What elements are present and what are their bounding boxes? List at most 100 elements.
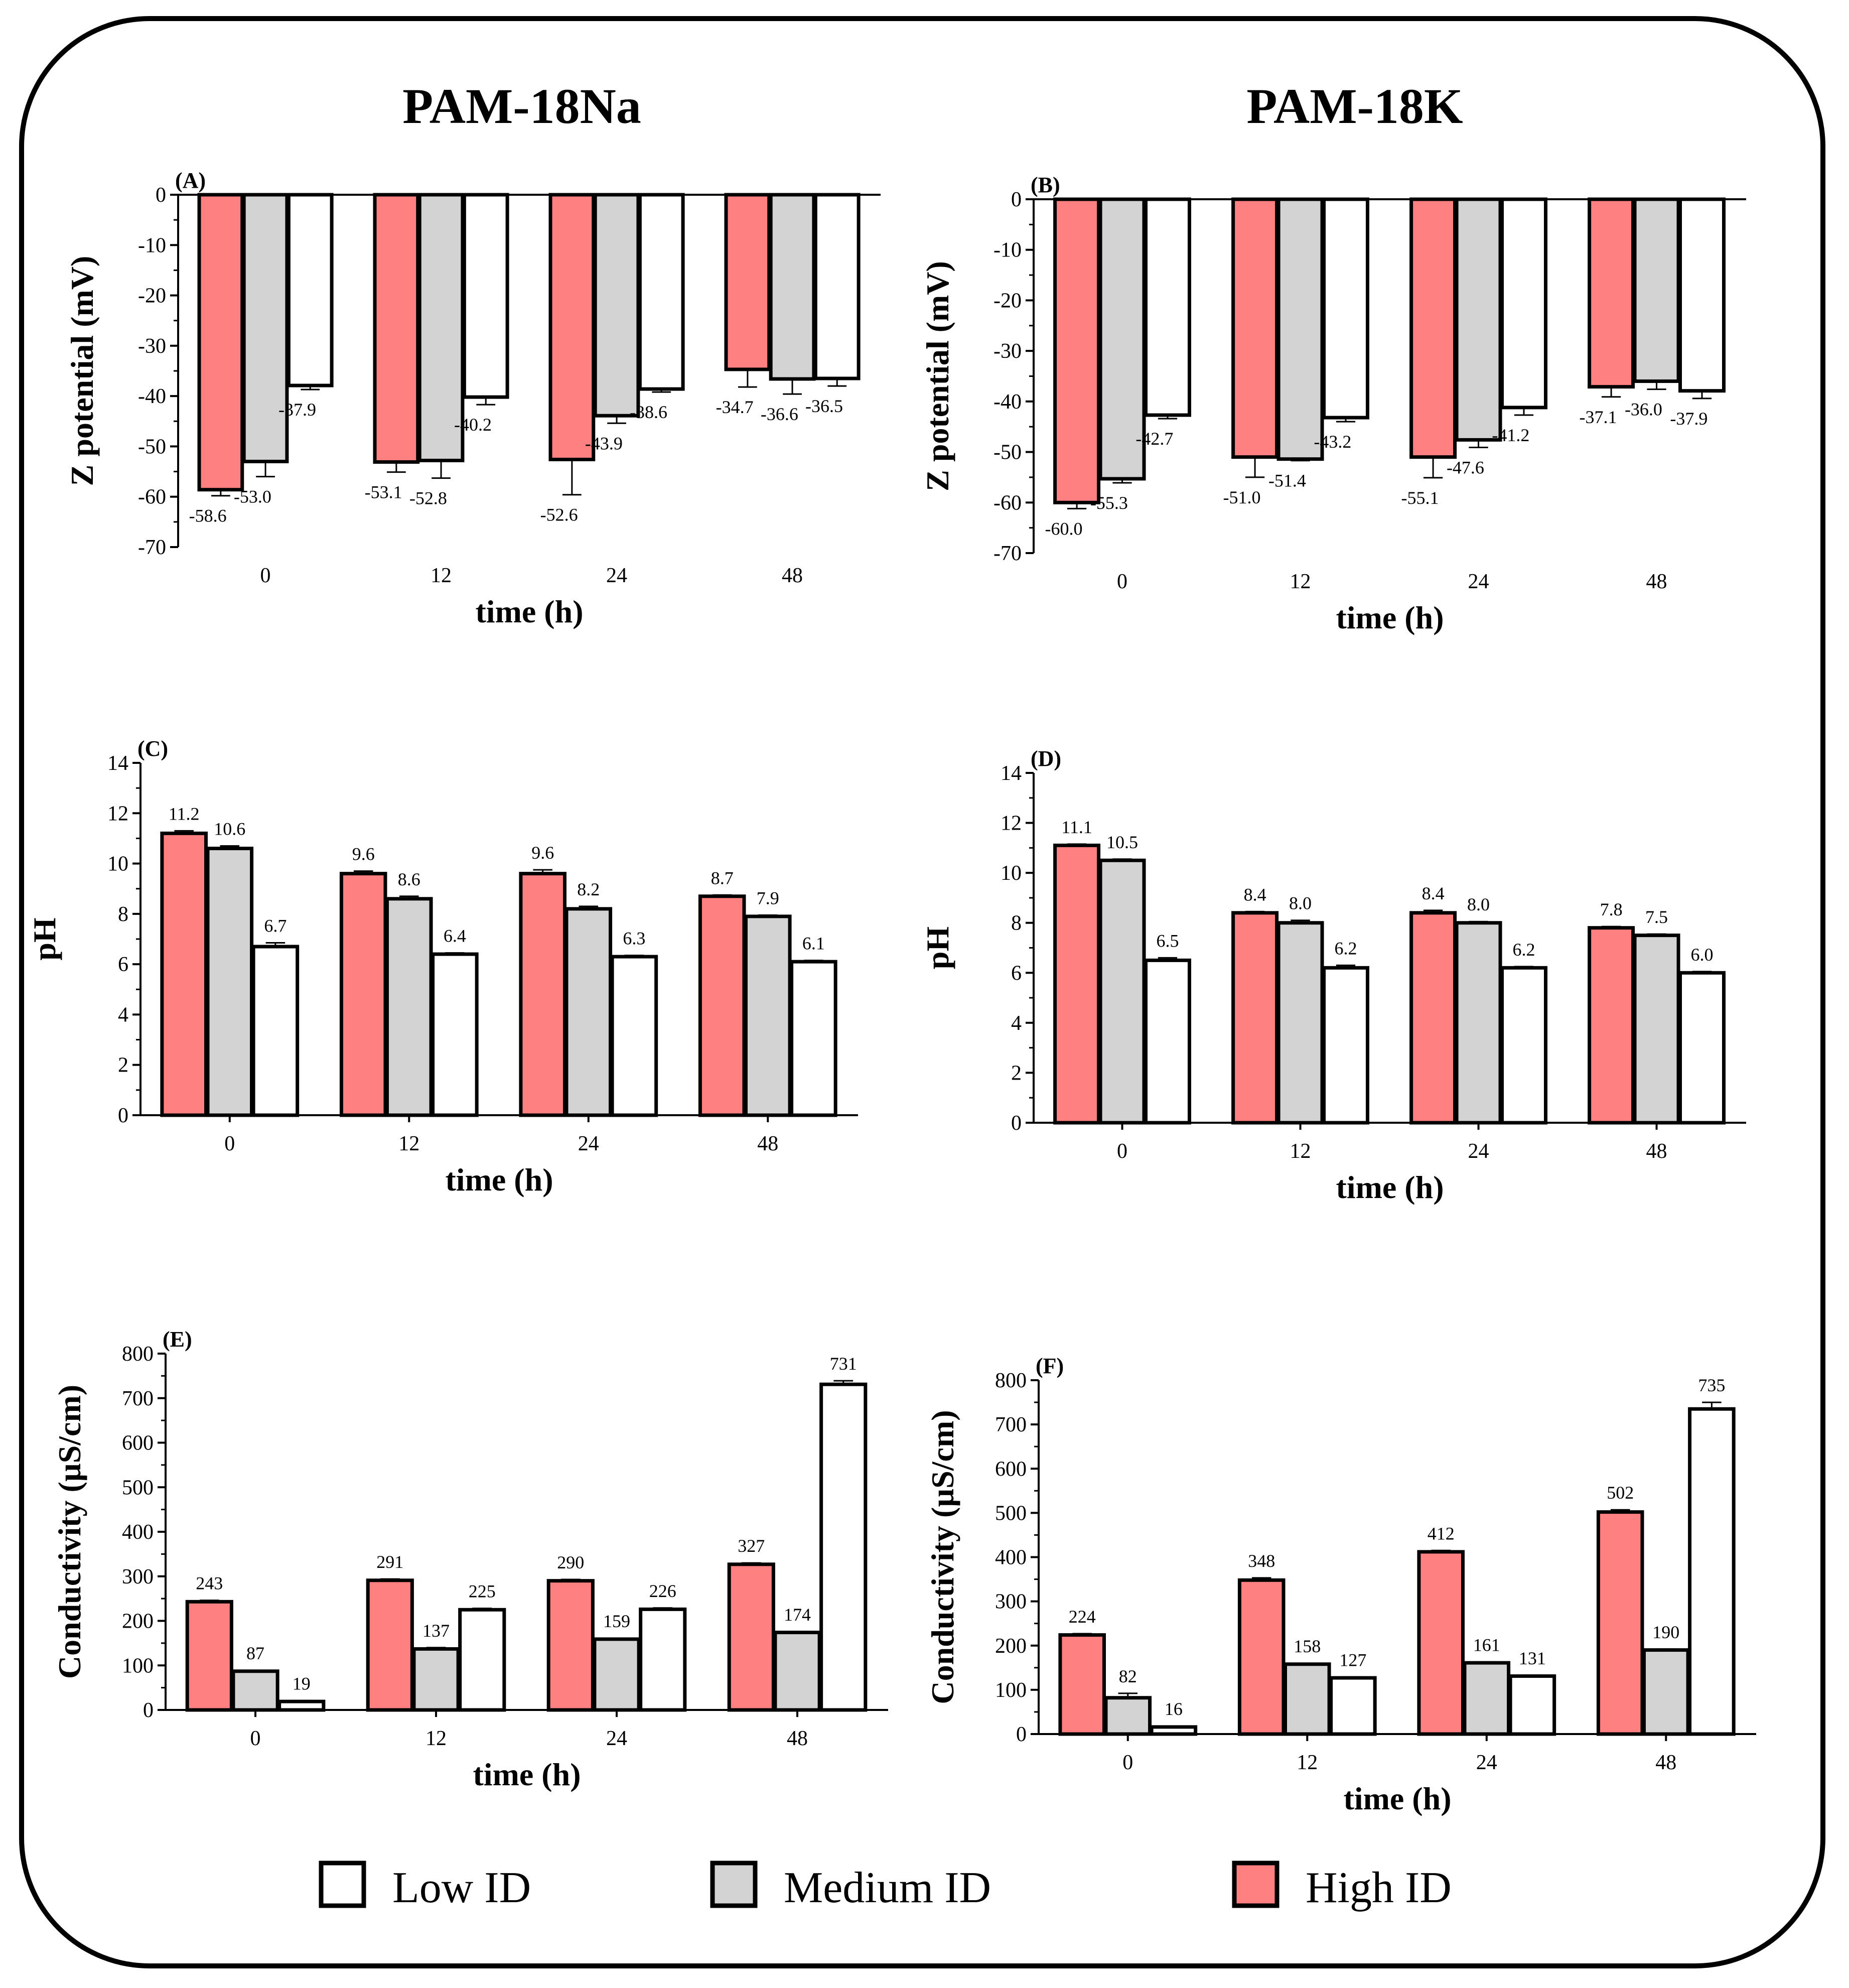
data-label-medium: 190 (1652, 1622, 1679, 1642)
x-tick-label: 0 (224, 1132, 235, 1155)
bar-high-24h (1417, 1550, 1465, 1736)
bar-low-12h (1322, 197, 1369, 420)
bar-low-12h (462, 193, 509, 399)
panel-label: (A) (175, 168, 206, 193)
bar-high-12h (339, 872, 387, 1117)
bar-high-48h (1588, 926, 1635, 1125)
y-tick-label: 500 (995, 1502, 1027, 1525)
bar-low-0h (1144, 958, 1191, 1125)
bar-medium-24h (593, 193, 640, 418)
bar-low-48h (813, 193, 861, 380)
y-tick-label: 0 (1016, 1723, 1027, 1746)
bar-low-0h (251, 945, 300, 1117)
x-axis-title: time (h) (475, 594, 583, 629)
y-tick-label: 500 (122, 1476, 154, 1499)
y-tick-label: 400 (995, 1546, 1027, 1569)
data-label-low: 6.3 (623, 929, 645, 949)
bar-low-12h (1329, 1676, 1377, 1736)
bar-low-24h (1500, 966, 1547, 1125)
data-label-low: 6.0 (1690, 945, 1713, 965)
bar-high-48h (1588, 197, 1635, 389)
bar-low-24h (1508, 1674, 1556, 1736)
y-axis-title: Conductivity (µS/cm) (925, 1410, 960, 1704)
y-tick-label: 300 (995, 1591, 1027, 1614)
y-tick-label: -60 (993, 491, 1022, 514)
y-tick-label: 6 (118, 953, 128, 976)
x-tick-label: 24 (1468, 1140, 1489, 1163)
bar-low-48h (1678, 197, 1726, 393)
bar-high-12h (373, 193, 420, 464)
legend-label: Medium ID (784, 1864, 991, 1912)
y-tick-label: 600 (122, 1432, 154, 1455)
y-tick-label: 700 (995, 1413, 1027, 1436)
data-label-medium: 8.6 (398, 869, 420, 889)
bar-medium-48h (1642, 1648, 1690, 1736)
y-tick-label: -50 (993, 441, 1022, 464)
data-label-high: -37.1 (1579, 407, 1617, 427)
data-label-medium: 82 (1119, 1666, 1137, 1686)
data-label-high: -58.6 (189, 506, 227, 526)
bar-low-48h (1678, 971, 1726, 1125)
bar-low-12h (1322, 966, 1369, 1125)
bar-medium-12h (385, 897, 433, 1117)
bar-high-0h (185, 1600, 233, 1712)
y-tick-label: -30 (138, 335, 166, 358)
bar-high-0h (160, 831, 208, 1117)
x-tick-label: 48 (1646, 1140, 1667, 1163)
data-label-medium: -36.6 (761, 404, 798, 424)
x-tick-label: 12 (398, 1132, 419, 1155)
data-label-high: -60.0 (1045, 518, 1082, 539)
x-tick-label: 48 (1646, 570, 1667, 593)
data-label-high: -53.1 (365, 482, 402, 502)
y-tick-label: -60 (138, 486, 166, 509)
legend-swatch (710, 1861, 758, 1908)
data-label-medium: -43.9 (585, 433, 623, 453)
data-label-low: 6.2 (1334, 938, 1357, 958)
y-tick-label: 200 (995, 1635, 1027, 1658)
data-label-high: 290 (557, 1552, 584, 1572)
y-tick-label: -20 (993, 289, 1022, 312)
x-tick-label: 12 (1290, 1140, 1311, 1163)
bar-medium-24h (1455, 197, 1502, 442)
bar-medium-24h (564, 907, 613, 1117)
x-tick-label: 48 (1655, 1751, 1676, 1774)
data-label-medium: 174 (784, 1605, 811, 1625)
bar-medium-12h (1276, 197, 1324, 461)
x-tick-label: 12 (431, 564, 452, 587)
bar-low-24h (610, 955, 658, 1117)
y-tick-label: 4 (118, 1003, 128, 1026)
bar-high-12h (1237, 1578, 1286, 1736)
x-tick-label: 24 (1476, 1751, 1497, 1774)
bar-medium-0h (206, 846, 254, 1117)
x-tick-label: 24 (1468, 570, 1489, 593)
data-label-low: 226 (649, 1581, 676, 1601)
data-label-high: 8.7 (711, 868, 734, 888)
x-tick-label: 12 (425, 1727, 447, 1750)
legend-item-low: Low ID (319, 1861, 531, 1912)
y-tick-label: 14 (1001, 762, 1022, 785)
bar-medium-12h (412, 1647, 460, 1712)
y-tick-label: -40 (138, 385, 166, 408)
y-axis-title: pH (920, 926, 955, 969)
data-label-medium: -52.8 (409, 488, 447, 508)
data-label-high: 8.4 (1244, 884, 1266, 904)
x-axis-title: time (h) (1336, 1169, 1444, 1205)
bar-medium-0h (231, 1669, 279, 1712)
bar-low-24h (638, 193, 685, 391)
data-label-low: -37.9 (278, 400, 316, 420)
bar-medium-48h (1633, 197, 1680, 383)
y-tick-label: 200 (122, 1610, 154, 1633)
bar-medium-12h (1283, 1662, 1331, 1736)
bar-low-24h (639, 1607, 687, 1712)
data-label-high: -34.7 (716, 397, 754, 417)
bar-medium-0h (1104, 1696, 1152, 1736)
chart-c: 02468101214pH(C)011.210.66.7129.68.66.42… (27, 736, 858, 1198)
data-label-high: 224 (1069, 1607, 1096, 1627)
y-tick-label: 300 (122, 1565, 154, 1588)
y-tick-label: 12 (107, 802, 128, 825)
data-label-low: 731 (830, 1354, 857, 1374)
data-label-low: 6.1 (802, 934, 825, 954)
bar-low-48h (819, 1382, 868, 1712)
y-tick-label: 100 (122, 1654, 154, 1677)
data-label-medium: 8.0 (1289, 893, 1312, 913)
